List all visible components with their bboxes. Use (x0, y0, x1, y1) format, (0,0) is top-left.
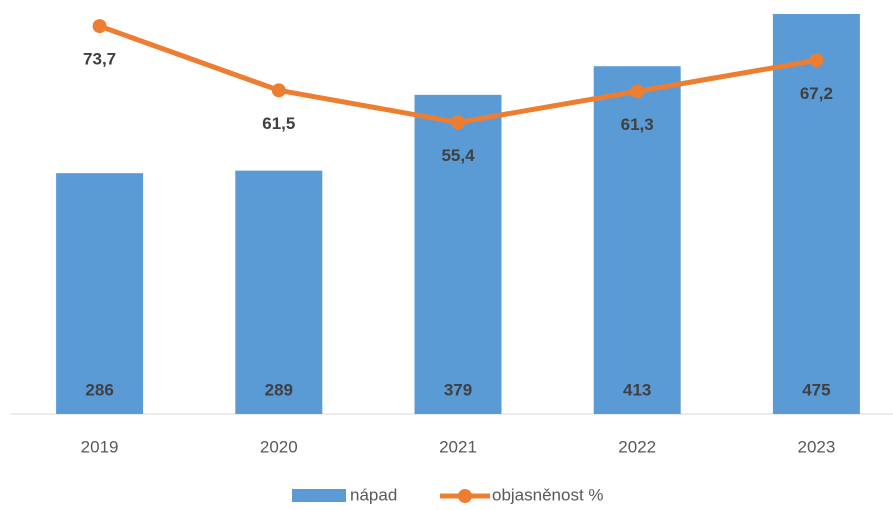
bar-value-label: 286 (85, 380, 113, 399)
x-tick-label: 2023 (797, 437, 835, 456)
line-value-label: 61,3 (621, 115, 654, 134)
bar-value-label: 289 (265, 380, 293, 399)
line-value-label: 61,5 (262, 114, 295, 133)
line-marker (92, 19, 107, 34)
x-tick-label: 2019 (81, 437, 119, 456)
bar-value-label: 413 (623, 380, 651, 399)
bar (414, 94, 502, 414)
line-value-label: 73,7 (83, 50, 116, 69)
legend-label: nápad (350, 485, 397, 504)
bar-value-label: 379 (444, 380, 472, 399)
x-tick-label: 2021 (439, 437, 477, 456)
x-tick-label: 2020 (260, 437, 298, 456)
bar (772, 14, 860, 414)
line-marker (809, 53, 824, 68)
bar (56, 173, 144, 414)
x-tick-label: 2022 (618, 437, 656, 456)
line-value-label: 55,4 (441, 146, 475, 165)
bar (593, 66, 681, 415)
line-marker (630, 84, 645, 99)
line-marker (451, 115, 465, 130)
bar-value-label: 475 (802, 380, 830, 399)
legend-marker (458, 489, 472, 503)
legend-swatch (292, 489, 346, 502)
line-marker (271, 83, 286, 98)
legend-label: objasněnost % (492, 485, 604, 504)
line-value-label: 67,2 (800, 84, 833, 103)
bar (235, 170, 323, 414)
